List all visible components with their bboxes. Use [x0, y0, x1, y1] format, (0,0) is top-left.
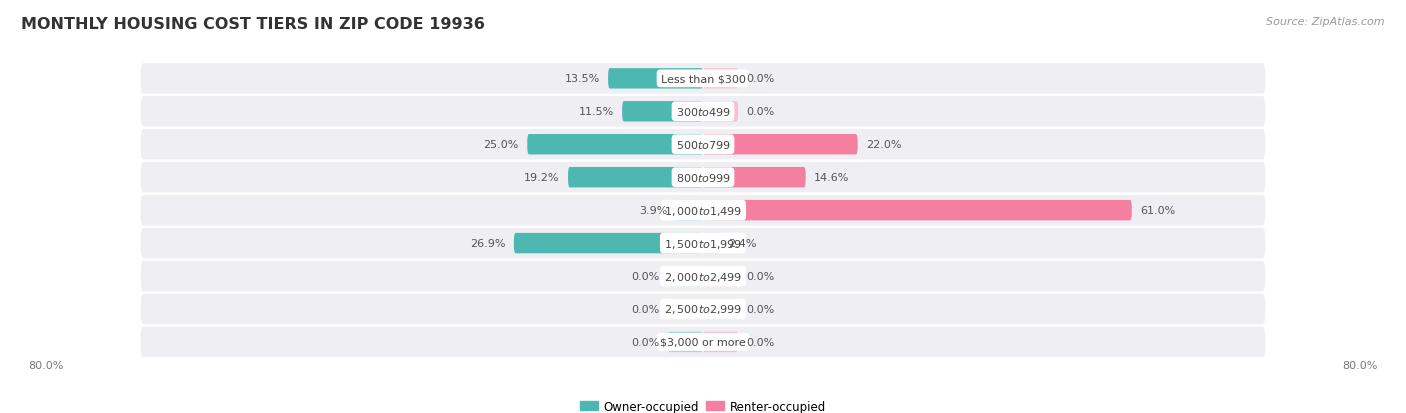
Text: Source: ZipAtlas.com: Source: ZipAtlas.com [1267, 17, 1385, 26]
FancyBboxPatch shape [141, 163, 1265, 193]
FancyBboxPatch shape [703, 200, 1132, 221]
FancyBboxPatch shape [621, 102, 703, 122]
Text: 61.0%: 61.0% [1140, 206, 1175, 216]
FancyBboxPatch shape [668, 299, 703, 319]
FancyBboxPatch shape [675, 200, 703, 221]
Text: $3,000 or more: $3,000 or more [661, 337, 745, 347]
Text: 80.0%: 80.0% [28, 360, 63, 370]
FancyBboxPatch shape [141, 327, 1265, 357]
FancyBboxPatch shape [527, 135, 703, 155]
FancyBboxPatch shape [141, 228, 1265, 259]
Text: 0.0%: 0.0% [631, 304, 659, 314]
Text: $500 to $799: $500 to $799 [675, 139, 731, 151]
Text: 0.0%: 0.0% [747, 337, 775, 347]
FancyBboxPatch shape [703, 69, 738, 89]
FancyBboxPatch shape [703, 299, 738, 319]
FancyBboxPatch shape [141, 195, 1265, 226]
FancyBboxPatch shape [703, 266, 738, 287]
FancyBboxPatch shape [141, 64, 1265, 94]
Legend: Owner-occupied, Renter-occupied: Owner-occupied, Renter-occupied [575, 395, 831, 413]
Text: 80.0%: 80.0% [1343, 360, 1378, 370]
FancyBboxPatch shape [703, 233, 720, 254]
Text: 0.0%: 0.0% [747, 304, 775, 314]
FancyBboxPatch shape [703, 135, 858, 155]
Text: $800 to $999: $800 to $999 [675, 172, 731, 184]
FancyBboxPatch shape [568, 168, 703, 188]
Text: $1,500 to $1,999: $1,500 to $1,999 [664, 237, 742, 250]
FancyBboxPatch shape [141, 294, 1265, 324]
Text: 11.5%: 11.5% [578, 107, 614, 117]
Text: 25.0%: 25.0% [484, 140, 519, 150]
Text: $1,000 to $1,499: $1,000 to $1,499 [664, 204, 742, 217]
Text: $2,000 to $2,499: $2,000 to $2,499 [664, 270, 742, 283]
FancyBboxPatch shape [703, 332, 738, 352]
FancyBboxPatch shape [515, 233, 703, 254]
FancyBboxPatch shape [703, 102, 738, 122]
Text: Less than $300: Less than $300 [661, 74, 745, 84]
Text: 22.0%: 22.0% [866, 140, 901, 150]
Text: 0.0%: 0.0% [747, 107, 775, 117]
Text: MONTHLY HOUSING COST TIERS IN ZIP CODE 19936: MONTHLY HOUSING COST TIERS IN ZIP CODE 1… [21, 17, 485, 31]
FancyBboxPatch shape [703, 168, 806, 188]
Text: 0.0%: 0.0% [631, 337, 659, 347]
Text: 0.0%: 0.0% [747, 74, 775, 84]
FancyBboxPatch shape [141, 261, 1265, 292]
Text: 2.4%: 2.4% [728, 239, 756, 249]
Text: 19.2%: 19.2% [524, 173, 560, 183]
FancyBboxPatch shape [668, 332, 703, 352]
Text: 3.9%: 3.9% [638, 206, 668, 216]
Text: 13.5%: 13.5% [564, 74, 599, 84]
FancyBboxPatch shape [141, 97, 1265, 127]
Text: 26.9%: 26.9% [470, 239, 506, 249]
FancyBboxPatch shape [668, 266, 703, 287]
FancyBboxPatch shape [141, 130, 1265, 160]
Text: $2,500 to $2,999: $2,500 to $2,999 [664, 303, 742, 316]
Text: 14.6%: 14.6% [814, 173, 849, 183]
Text: 0.0%: 0.0% [631, 271, 659, 281]
FancyBboxPatch shape [609, 69, 703, 89]
Text: 0.0%: 0.0% [747, 271, 775, 281]
Text: $300 to $499: $300 to $499 [675, 106, 731, 118]
